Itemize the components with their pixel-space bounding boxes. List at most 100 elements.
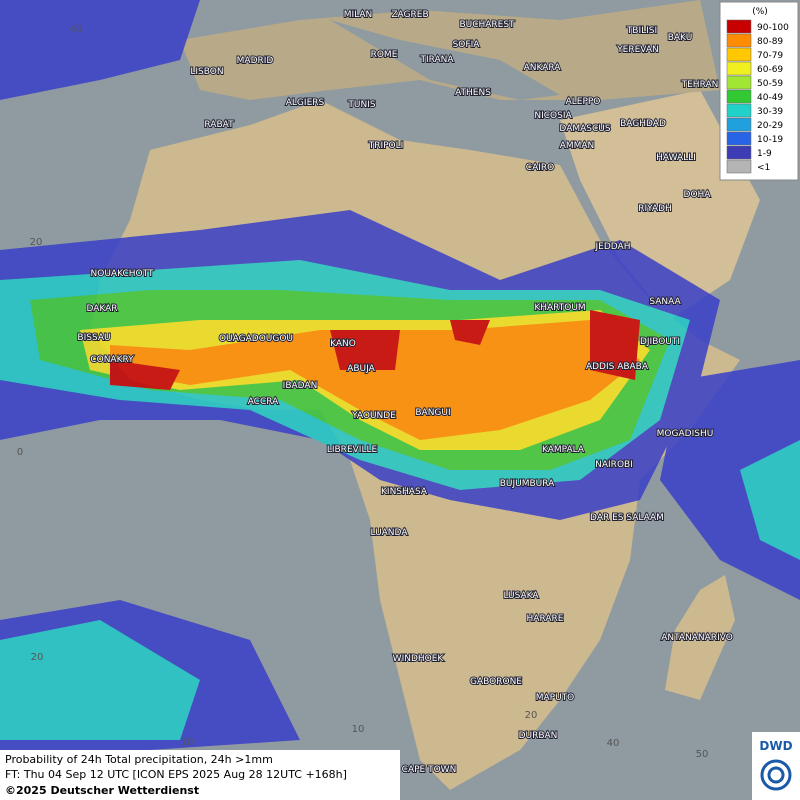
mediterranean [330,20,560,100]
city-label: ANKARA [524,63,562,73]
city-label: TUNIS [347,100,375,110]
city-label: TIRANA [419,55,454,65]
city-label: CONAKRY [90,355,134,365]
city-label: MADRID [237,56,274,66]
legend-label: 10-19 [757,135,783,145]
city-label: LISBON [190,67,223,77]
city-label: MOGADISHU [657,429,714,439]
city-label: OUAGADOUGOU [219,334,293,344]
legend-label: 70-79 [757,51,783,61]
legend-swatch [726,47,752,62]
city-label: GABORONE [470,677,522,687]
city-labels: MILAN ZAGREB BUCHAREST TBILISI BAKU SOFIA YERE… [76,9,733,776]
city-label: HAWALLI [656,153,696,163]
legend-unit: (%) [752,7,768,17]
legend-swatch [726,75,752,90]
legend-swatch [726,19,752,34]
city-label: DAR ES SALAAM [590,513,664,523]
legend-items: 90-100 80-89 70-79 60-69 50-59 40-49 30-39 20-2… [726,19,789,174]
city-label: ATHENS [455,88,491,98]
city-label: TRIPOLI [368,141,404,151]
grid-label: 10 [181,737,194,748]
city-label: LUSAKA [503,591,539,601]
city-label: MILAN [344,10,373,20]
city-label: YAOUNDE [351,411,396,421]
city-label: TBILISI [626,26,657,36]
arabia [560,90,760,320]
city-label: DAKAR [86,304,117,314]
legend-swatch [726,89,752,104]
city-label: KINSHASA [381,487,428,497]
city-label: BISSAU [77,333,110,343]
caption-title: Probability of 24h Total precipitation, … [5,753,273,766]
caption-forecast-time: FT: Thu 04 Sep 12 UTC [ICON EPS 2025 Aug… [5,768,347,781]
city-label: ANTANANARIVO [661,633,733,643]
legend-swatch [726,131,752,146]
grid-label: 0 [17,447,23,458]
city-label: YEREVAN [616,45,659,55]
city-label: ALEPPO [566,97,601,107]
legend-label: 60-69 [757,65,783,75]
legend-label: 80-89 [757,37,783,47]
city-label: BUCHAREST [459,20,515,30]
city-label: IBADAN [283,381,318,391]
city-label: HARARE [527,614,564,624]
city-label: ABUJA [347,364,375,374]
city-label: BUJUMBURA [500,479,555,489]
grid-label: 10 [352,724,365,735]
logo-icon-inner [767,766,785,784]
city-label: ADDIS ABABA [586,362,649,372]
legend-label: 30-39 [757,107,783,117]
city-label: DJIBOUTI [640,337,680,347]
city-label: LIBREVILLE [327,445,378,455]
city-label: DOHA [684,190,712,200]
city-label: CAPE TOWN [402,765,457,775]
legend-swatch [726,61,752,76]
city-label: ALGIERS [286,98,325,108]
legend-label: 90-100 [757,23,789,33]
city-label: AMMAN [560,141,595,151]
city-label: MAPUTO [536,693,575,703]
legend-label: 20-29 [757,121,783,131]
city-label: NICOSIA [534,111,572,121]
city-label: BAKU [668,33,693,43]
city-label: ZAGREB [391,10,428,20]
city-label: KHARTOUM [534,303,585,313]
legend-label: 1-9 [757,149,772,159]
city-label: BANGUI [415,408,450,418]
city-label: CAIRO [526,163,554,173]
city-label: KAMPALA [542,445,585,455]
logo-text: DWD [759,739,792,753]
caption-copyright: ©2025 Deutscher Wetterdienst [5,784,199,797]
legend-swatch [726,159,752,174]
city-label: DURBAN [519,731,558,741]
grid-label: 20 [31,652,44,663]
city-label: SANAA [649,297,681,307]
city-label: JEDDAH [595,242,631,252]
city-label: NAIROBI [595,460,633,470]
logo-icon [760,759,792,791]
legend-swatch [726,33,752,48]
city-label: RABAT [204,120,234,130]
caption-box [0,750,400,800]
city-label: WINDHOEK [393,654,445,664]
precipitation-field [0,0,800,760]
madagascar [665,575,735,700]
grid-label: 40 [70,24,83,35]
city-label: ROME [371,50,398,60]
city-label: LUANDA [371,528,409,538]
city-label: SOFIA [453,40,481,50]
grid-label: 40 [607,738,620,749]
legend-swatch [726,117,752,132]
grid-label: 50 [696,749,709,760]
city-label: RIYADH [638,204,672,214]
city-label: BAGHDAD [620,119,666,129]
city-label: DAMASCUS [559,124,610,134]
legend-label: 50-59 [757,79,783,89]
grid-label: 20 [30,237,43,248]
grid-labels: 40 20 0 20 10 10 20 40 50 [17,24,709,760]
legend-label: 40-49 [757,93,783,103]
grid-label: 20 [525,710,538,721]
